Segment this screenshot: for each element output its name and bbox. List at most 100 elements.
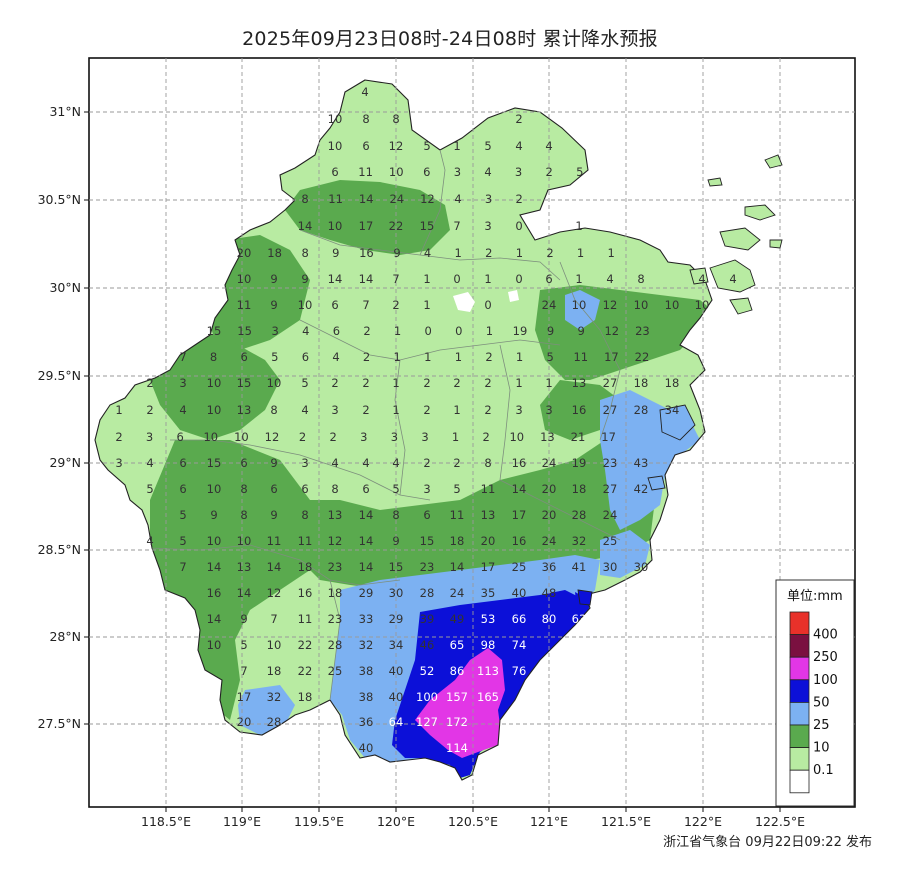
precip-value: 14 [359, 560, 374, 574]
precip-value: 35 [481, 586, 496, 600]
precip-value: 27 [603, 403, 618, 417]
precip-value: 2 [330, 430, 337, 444]
precip-value: 18 [572, 482, 587, 496]
precip-value: 2 [546, 165, 553, 179]
precip-value: 5 [179, 534, 186, 548]
precip-value: 9 [270, 456, 277, 470]
precip-value: 0 [455, 324, 462, 338]
precip-value: 23 [328, 612, 343, 626]
precip-value: 9 [332, 246, 339, 260]
precip-value: 22 [635, 350, 650, 364]
precip-value: 41 [572, 560, 587, 574]
precip-value: 3 [485, 192, 492, 206]
precip-value: 28 [267, 715, 282, 729]
precip-value: 6 [331, 165, 338, 179]
precip-value: 4 [454, 192, 461, 206]
legend-swatch [789, 611, 810, 636]
precip-value: 3 [484, 219, 491, 233]
precip-value: 165 [477, 690, 499, 704]
precip-value: 3 [423, 482, 430, 496]
legend-swatch [789, 702, 810, 726]
precip-value: 7 [392, 272, 399, 286]
precip-value: 6 [423, 508, 430, 522]
precip-value: 2 [146, 403, 153, 417]
publisher-note: 浙江省气象台 09月22日09:22 发布 [663, 835, 872, 850]
precip-value: 3 [454, 165, 461, 179]
precip-value: 16 [298, 586, 313, 600]
precip-value: 2 [453, 376, 460, 390]
precip-value: 10 [203, 430, 218, 444]
legend-swatch [789, 747, 810, 771]
precip-value: 98 [481, 638, 496, 652]
precip-value: 2 [299, 430, 306, 444]
precip-value: 12 [328, 534, 343, 548]
precip-value: 24 [603, 508, 618, 522]
precip-value: 16 [512, 534, 527, 548]
precip-value: 8 [484, 456, 491, 470]
precip-value: 8 [392, 508, 399, 522]
precip-value: 8 [637, 272, 644, 286]
precip-value: 4 [362, 456, 369, 470]
precip-value: 13 [481, 508, 496, 522]
precip-value: 1 [575, 272, 582, 286]
precip-value: 15 [420, 534, 435, 548]
precip-value: 8 [331, 482, 338, 496]
precip-value: 12 [265, 430, 280, 444]
precip-value: 3 [179, 376, 186, 390]
precip-value: 76 [512, 664, 527, 678]
precip-value: 20 [542, 508, 557, 522]
precip-value: 15 [207, 456, 222, 470]
precip-value: 6 [362, 482, 369, 496]
lat-tick-label: 30.5°N [38, 192, 81, 207]
precip-value: 43 [634, 456, 649, 470]
precip-value: 10 [234, 430, 249, 444]
precip-value: 15 [237, 376, 252, 390]
precip-value: 2 [485, 350, 492, 364]
precip-value: 22 [298, 664, 313, 678]
precip-value: 4 [545, 139, 552, 153]
precip-value: 13 [328, 508, 343, 522]
precip-value: 9 [270, 298, 277, 312]
precip-value: 9 [240, 612, 247, 626]
legend-label: 100 [813, 673, 838, 688]
precip-value: 1 [453, 403, 460, 417]
precip-value: 4 [301, 403, 308, 417]
precip-value: 172 [446, 715, 468, 729]
precip-value: 21 [571, 430, 586, 444]
precip-value: 17 [481, 560, 496, 574]
precip-value: 18 [298, 560, 313, 574]
precip-value: 40 [512, 586, 527, 600]
precip-value: 19 [572, 456, 587, 470]
precip-value: 18 [634, 376, 649, 390]
precip-value: 20 [237, 246, 252, 260]
precip-value: 4 [146, 534, 153, 548]
precip-value: 4 [515, 139, 522, 153]
precip-value: 36 [542, 560, 557, 574]
precip-value: 18 [267, 664, 282, 678]
precip-value: 16 [512, 456, 527, 470]
precip-value: 12 [603, 298, 618, 312]
precip-value: 5 [453, 482, 460, 496]
precip-value: 24 [542, 298, 557, 312]
legend-swatch [789, 656, 810, 681]
legend-label: 250 [813, 650, 838, 665]
precip-value: 4 [392, 456, 399, 470]
islands [577, 154, 783, 606]
precip-value: 20 [237, 715, 252, 729]
lat-tick-label: 30°N [49, 280, 81, 295]
precip-value: 4 [729, 272, 736, 286]
precip-value: 0 [484, 298, 491, 312]
precip-value: 4 [606, 272, 613, 286]
precip-value: 5 [547, 350, 554, 364]
precip-value: 3 [360, 430, 367, 444]
precip-value: 40 [389, 664, 404, 678]
lat-tick-label: 29.5°N [38, 368, 81, 383]
precip-value: 9 [547, 324, 554, 338]
precip-value: 17 [601, 430, 616, 444]
precip-value: 48 [542, 586, 557, 600]
precip-value: 10 [267, 638, 282, 652]
precip-value: 8 [301, 508, 308, 522]
precip-value: 39 [420, 612, 435, 626]
precip-value: 6 [179, 482, 186, 496]
precip-value: 38 [359, 664, 374, 678]
